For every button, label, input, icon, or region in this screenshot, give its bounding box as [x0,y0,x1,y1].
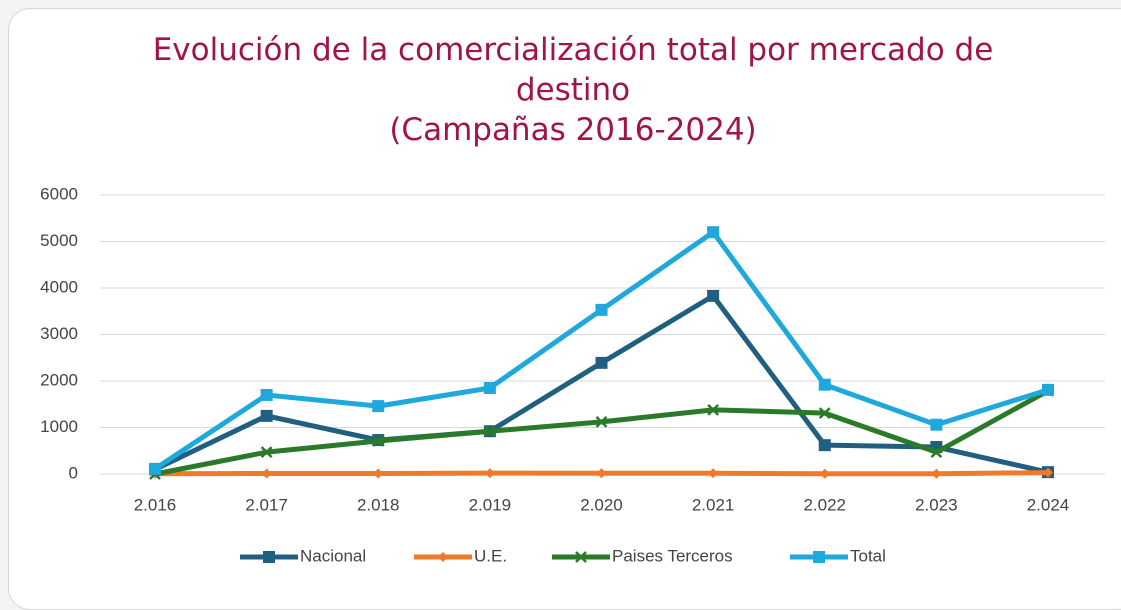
marker [149,462,161,475]
marker [483,425,496,438]
marker [596,468,607,479]
legend-label: Nacional [300,546,366,565]
marker [818,439,831,452]
series-line [153,229,1049,471]
y-tick-label: 0 [69,463,78,482]
marker [260,388,273,401]
marker [1042,383,1054,396]
chart-card [8,8,1121,610]
marker [931,468,942,479]
chart-subtitle: (Campañas 2016-2024) [389,112,757,148]
marker [595,416,608,428]
legend-label: Total [850,546,886,565]
y-tick-label: 1000 [40,417,78,436]
x-tick-label: 2.019 [469,495,512,514]
y-tick-label: 3000 [40,324,78,343]
legend-label: U.E. [474,546,507,565]
marker [930,446,943,459]
marker [373,468,384,479]
marker [707,403,720,416]
legend-label: Paises Terceros [612,546,733,565]
marker [930,418,943,431]
x-tick-label: 2.022 [803,495,846,514]
x-tick-label: 2.018 [357,495,400,514]
marker [813,551,825,563]
marker [372,435,385,447]
marker [260,446,273,459]
marker [595,303,608,316]
marker [818,407,831,419]
marker [372,400,385,413]
marker [263,551,275,563]
x-tick-label: 2.020 [580,495,623,514]
y-tick-label: 5000 [40,231,78,250]
marker [438,552,448,562]
chart-title: Evolución de la comercialización total p… [152,32,994,108]
y-tick-label: 2000 [40,370,78,389]
x-tick-label: 2.024 [1027,495,1070,514]
marker [484,468,495,479]
chart: 0 1000 2000 3000 4000 5000 6000 2.016 2.017 2.018… [40,184,1105,565]
x-tick-label: 2.016 [134,495,177,514]
marker [818,378,831,391]
y-tick-label: 4000 [40,277,78,296]
x-tick-label: 2.017 [245,495,288,514]
marker [708,468,719,479]
marker [707,289,720,302]
marker [261,468,272,479]
marker [260,409,273,422]
x-tick-label: 2.021 [692,495,735,514]
marker [595,356,608,369]
x-tick-label: 2.023 [915,495,958,514]
marker [575,551,587,563]
marker [483,381,496,394]
y-tick-label: 6000 [40,184,78,203]
marker [707,226,720,239]
marker [1043,467,1053,478]
page: Evolución de la comercialización total p… [8,8,1121,610]
marker [819,468,830,479]
series-line [154,388,1050,477]
